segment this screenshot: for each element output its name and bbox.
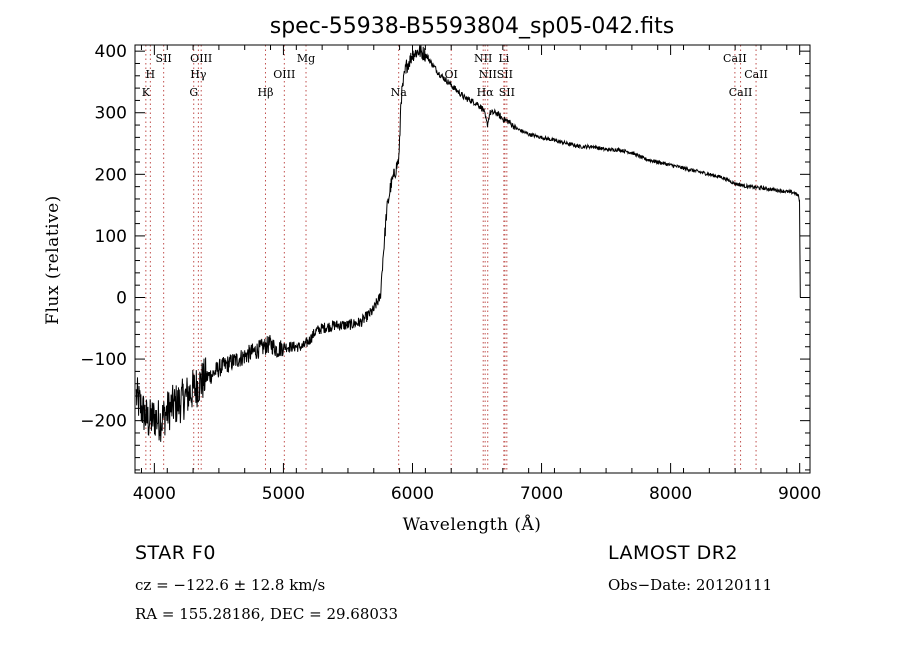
spectral-line-label: CaII [723,52,747,65]
plot-frame [134,44,811,474]
x-tick-label: 4000 [133,484,176,504]
spectral-line-label: OI [445,68,458,81]
spectral-line-label: SII [156,52,172,65]
spectral-line-label: NII [479,68,497,81]
y-tick-label: 100 [95,227,127,247]
spectral-line-label: Hβ [258,86,274,99]
spectral-line-label: Hγ [190,68,207,81]
x-tick-label: 9000 [778,484,821,504]
object-class: STAR F0 [135,542,216,564]
spectral-line-label: Li [498,52,509,65]
spectral-line-label: CaII [729,86,753,99]
x-tick-label: 6000 [391,484,434,504]
spectral-line-label: SII [499,86,515,99]
y-tick-label: 400 [95,42,127,62]
spectral-line-label: Na [391,86,408,99]
x-tick-label: 5000 [262,484,305,504]
spectral-line-labels: KHSIIGHγOIIIHβOIIIMgNaOINIIHαNIILiSIISII… [142,52,768,99]
y-tick-label: −100 [80,350,127,370]
coordinates-readout: RA = 155.28186, DEC = 29.68033 [135,605,399,623]
spectral-line-label: SII [497,68,513,81]
y-axis-label: Flux (relative) [43,195,63,325]
spectral-line-label: K [142,86,151,99]
x-tick-label: 8000 [649,484,692,504]
observation-date: Obs−Date: 20120111 [608,576,773,594]
spectral-line-label: NII [474,52,492,65]
spectral-line-label: OIII [190,52,212,65]
spectral-line-label: Mg [297,52,315,65]
x-axis-label: Wavelength (Å) [403,514,542,535]
spectrum-series-line [135,45,801,442]
spectral-line-label: G [189,86,198,99]
spectral-line-label: H [146,68,156,81]
y-tick-label: 0 [116,288,127,308]
redshift-readout: cz = −122.6 ± 12.8 km/s [135,576,326,594]
y-tick-label: −200 [80,412,127,432]
survey-name: LAMOST DR2 [608,542,738,564]
spectral-line-label: Hα [477,86,495,99]
chart-title: spec-55938-B5593804_sp05-042.fits [270,14,675,39]
spectral-line-label: OIII [273,68,295,81]
y-tick-label: 200 [95,165,127,185]
spectral-line-label: CaII [744,68,768,81]
x-tick-label: 7000 [520,484,563,504]
spectral-line-markers [145,45,757,473]
y-tick-label: 300 [95,104,127,124]
y-axis-ticks: −200 −100 0 100 200 300 400 [80,42,810,471]
x-axis-ticks: 4000 5000 6000 7000 8000 9000 [133,45,821,504]
